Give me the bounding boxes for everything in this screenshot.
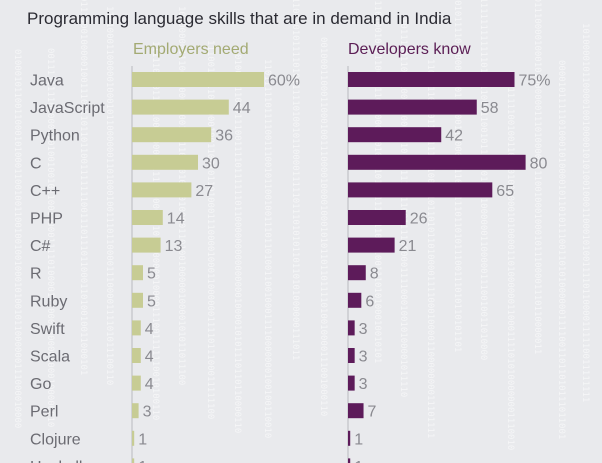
chart-title: Programming language skills that are in … (27, 9, 452, 28)
category-label: Perl (30, 404, 58, 421)
developers-value-label: 1 (354, 431, 363, 448)
developers-bar (348, 292, 362, 308)
employers-value-label: 36 (215, 128, 233, 145)
developers-bar (348, 458, 351, 463)
employers-value-label: 4 (145, 321, 154, 338)
category-label: Clojure (30, 431, 81, 448)
employers-value-label: 1 (138, 431, 147, 448)
employers-value-label: 3 (143, 404, 152, 421)
category-label: R (30, 266, 42, 283)
employers-bar (132, 154, 198, 170)
developers-bar (348, 99, 477, 115)
developers-bar (348, 237, 395, 253)
category-label: Go (30, 376, 51, 393)
developers-bar (348, 375, 355, 391)
category-label: Haskell (30, 459, 82, 463)
employers-value-label: 13 (165, 238, 183, 255)
employers-value-label: 5 (147, 266, 156, 283)
employers-bar (132, 320, 141, 336)
category-label: Scala (30, 349, 70, 366)
category-label: PHP (30, 211, 63, 228)
developers-bar (348, 348, 355, 363)
developers-value-label: 21 (399, 238, 417, 255)
employers-value-label: 44 (233, 100, 251, 117)
category-label: C# (30, 238, 51, 255)
developers-bar (348, 320, 355, 336)
employers-value-label: 27 (195, 183, 213, 200)
developers-value-label: 42 (445, 128, 463, 145)
employers-bar (132, 237, 161, 253)
category-label: Swift (30, 321, 65, 338)
employers-bar (132, 72, 264, 87)
employers-need-header: Employers need (133, 41, 249, 58)
category-label: Python (30, 128, 80, 145)
employers-bar (132, 375, 141, 391)
category-label: JavaScript (30, 100, 105, 117)
developers-bar (348, 265, 366, 281)
employers-value-label: 4 (145, 376, 154, 393)
employers-bar (132, 348, 141, 363)
developers-value-label: 26 (410, 211, 428, 228)
developers-bar (348, 72, 515, 87)
employers-bar (132, 403, 139, 419)
developers-value-label: 6 (365, 293, 374, 310)
developers-bar (348, 210, 406, 225)
developers-bar (348, 403, 364, 419)
developers-value-label: 3 (359, 349, 368, 366)
employers-value-label: 60% (268, 73, 300, 90)
category-label: Java (30, 73, 64, 90)
employers-value-label: 14 (167, 211, 185, 228)
employers-value-label: 1 (138, 459, 147, 463)
employers-bar (132, 127, 212, 143)
employers-value-label: 30 (202, 155, 220, 172)
employers-bar (132, 265, 143, 281)
employers-bar (132, 210, 163, 225)
employers-bar (132, 292, 143, 308)
employers-value-label: 5 (147, 293, 156, 310)
category-label: Ruby (30, 293, 67, 310)
developers-value-label: 58 (481, 100, 499, 117)
developers-value-label: 3 (359, 321, 368, 338)
developers-bar (348, 154, 526, 170)
developers-value-label: 75% (519, 73, 551, 90)
developers-value-label: 3 (359, 376, 368, 393)
developers-value-label: 1 (354, 459, 363, 463)
developers-value-label: 80 (530, 155, 548, 172)
employers-bar (132, 458, 135, 463)
employers-bar (132, 99, 229, 115)
developers-know-header: Developers know (348, 41, 471, 58)
developers-value-label: 65 (496, 183, 514, 200)
developers-bar (348, 127, 442, 143)
developers-bar (348, 182, 493, 198)
employers-value-label: 4 (145, 349, 154, 366)
employers-bar (132, 430, 135, 446)
developers-value-label: 7 (368, 404, 377, 421)
category-label: C (30, 155, 42, 172)
developers-bar (348, 430, 351, 446)
developers-value-label: 8 (370, 266, 379, 283)
employers-bar (132, 182, 192, 198)
category-label: C++ (30, 183, 60, 200)
